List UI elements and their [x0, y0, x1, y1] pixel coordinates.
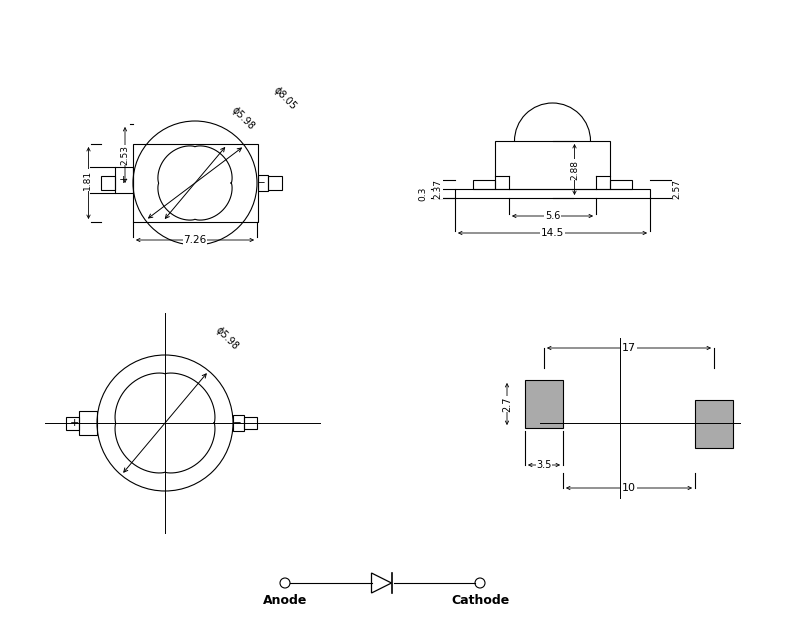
- Bar: [695, 400, 733, 448]
- Bar: [610, 180, 632, 189]
- Text: 7.26: 7.26: [183, 235, 206, 245]
- Text: 2.37: 2.37: [434, 179, 442, 199]
- Text: +: +: [119, 175, 128, 185]
- Bar: [258, 175, 267, 191]
- Text: Cathode: Cathode: [451, 595, 509, 607]
- Text: 14.5: 14.5: [541, 228, 564, 238]
- Bar: [525, 380, 563, 428]
- Text: 17: 17: [622, 343, 636, 353]
- Bar: [233, 415, 244, 431]
- Text: 2.7: 2.7: [502, 396, 512, 412]
- Bar: [495, 141, 610, 189]
- Text: −: −: [233, 418, 242, 428]
- Text: Anode: Anode: [263, 595, 307, 607]
- Text: 2.53: 2.53: [121, 145, 130, 165]
- Text: 2.88: 2.88: [570, 160, 579, 179]
- Text: ϕ8.05: ϕ8.05: [271, 85, 298, 112]
- Text: 1.81: 1.81: [83, 170, 92, 190]
- Bar: [101, 176, 114, 190]
- Bar: [114, 167, 133, 193]
- Text: 5.6: 5.6: [545, 211, 560, 221]
- Bar: [66, 417, 79, 429]
- Bar: [79, 411, 97, 435]
- Text: 3.5: 3.5: [536, 460, 552, 470]
- Bar: [473, 180, 495, 189]
- Text: ϕ5.98: ϕ5.98: [230, 105, 257, 131]
- Text: −: −: [257, 178, 266, 188]
- Text: 0.3: 0.3: [418, 186, 427, 201]
- Bar: [455, 189, 650, 198]
- Text: 1.5: 1.5: [84, 176, 93, 190]
- Bar: [133, 144, 258, 222]
- Text: 2.57: 2.57: [673, 179, 682, 199]
- Text: +: +: [70, 418, 78, 428]
- Text: ϕ5.98: ϕ5.98: [214, 325, 241, 352]
- Bar: [244, 417, 257, 429]
- Text: 10: 10: [622, 483, 636, 493]
- Bar: [267, 176, 282, 190]
